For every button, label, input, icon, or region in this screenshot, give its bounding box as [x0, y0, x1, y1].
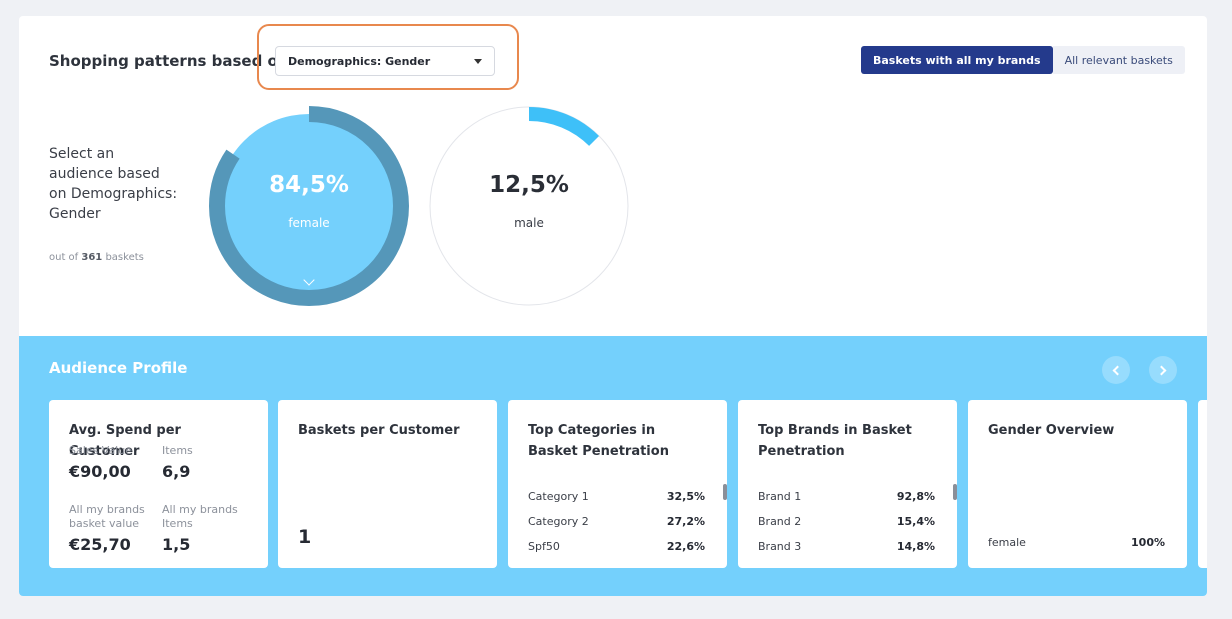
- list-item: Spf50 22,6%: [528, 534, 705, 559]
- basket-count: out of 361 baskets: [49, 252, 144, 263]
- list-item: Category 2 27,2%: [528, 509, 705, 534]
- gender-name: female: [988, 536, 1026, 549]
- segment-female[interactable]: 84,5% female: [209, 106, 409, 306]
- main-panel: Shopping patterns based on Demographics:…: [19, 16, 1207, 596]
- audience-prompt: Select an audience based on Demographics…: [49, 146, 178, 222]
- brand-name: Brand 2: [758, 515, 802, 528]
- brand-value: 14,8%: [896, 540, 935, 553]
- dropdown-highlight: [257, 24, 519, 90]
- female-percentage: 84,5%: [269, 172, 349, 198]
- gender-value: 100%: [1131, 536, 1165, 549]
- card-title: Baskets per Customer: [298, 423, 460, 438]
- sales-value-metric: Sales Value €90,00: [69, 444, 132, 481]
- brand-name: Brand 1: [758, 490, 802, 503]
- category-value: 32,5%: [666, 490, 705, 503]
- carousel-next-button[interactable]: [1149, 356, 1177, 384]
- basket-count-prefix: out of: [49, 252, 79, 263]
- baskets-per-customer-value: 1: [298, 526, 312, 548]
- demographic-select-value: Demographics: Gender: [288, 54, 431, 68]
- card-next-partial: [1198, 400, 1207, 568]
- brands-items-metric: All my brands Items 1,5: [162, 503, 252, 554]
- list-item: Brand 3 14,8%: [758, 534, 935, 559]
- categories-list: Category 1 32,5% Category 2 27,2% Spf50 22,…: [528, 484, 705, 559]
- card-title: Avg. Spend per Customer: [69, 423, 181, 459]
- sales-value-label: Sales Value: [69, 444, 132, 457]
- demographic-select[interactable]: Demographics: Gender: [275, 46, 495, 76]
- male-label: male: [514, 216, 544, 230]
- category-name: Category 1: [528, 490, 589, 503]
- basket-count-suffix: baskets: [105, 252, 144, 263]
- basket-count-value: 361: [81, 252, 103, 263]
- audience-profile-section: Audience Profile Avg. Spend per Customer…: [19, 336, 1207, 596]
- card-baskets-per-customer: Baskets per Customer 1: [278, 400, 497, 568]
- list-item: female 100%: [988, 530, 1165, 555]
- items-label: Items: [162, 444, 193, 457]
- card-title: Gender Overview: [988, 423, 1115, 438]
- category-value: 27,2%: [666, 515, 705, 528]
- category-name: Spf50: [528, 540, 560, 553]
- brands-basket-value-label: All my brands basket value: [69, 503, 145, 530]
- list-item: Brand 2 15,4%: [758, 509, 935, 534]
- segment-male[interactable]: 12,5% male: [429, 106, 629, 306]
- chevron-right-icon: [1156, 365, 1167, 375]
- female-ring-icon: [209, 106, 409, 306]
- all-relevant-baskets-button[interactable]: All relevant baskets: [1052, 46, 1185, 74]
- scrollbar-thumb[interactable]: [723, 484, 727, 500]
- card-title: Top Categories in Basket Penetration: [528, 423, 669, 459]
- gender-list: female 100%: [988, 530, 1165, 555]
- basket-toggle: Baskets with all my brands All relevant …: [861, 46, 1185, 74]
- page-title: Shopping patterns based on: [49, 52, 289, 70]
- sales-value: €90,00: [69, 462, 131, 481]
- card-top-brands: Top Brands in Basket Penetration Brand 1…: [738, 400, 957, 568]
- audience-profile-title: Audience Profile: [49, 359, 188, 377]
- brands-items-label: All my brands Items: [162, 503, 238, 530]
- chevron-left-icon: [1112, 365, 1123, 375]
- carousel-prev-button[interactable]: [1102, 356, 1130, 384]
- brand-value: 15,4%: [896, 515, 935, 528]
- items-value: 6,9: [162, 462, 191, 481]
- brands-basket-value: €25,70: [69, 535, 131, 554]
- card-gender-overview: Gender Overview female 100%: [968, 400, 1187, 568]
- category-value: 22,6%: [666, 540, 705, 553]
- list-item: Category 1 32,5%: [528, 484, 705, 509]
- caret-down-icon: [474, 58, 482, 64]
- brand-value: 92,8%: [896, 490, 935, 503]
- card-title: Top Brands in Basket Penetration: [758, 423, 912, 459]
- scrollbar-thumb[interactable]: [953, 484, 957, 500]
- card-top-categories: Top Categories in Basket Penetration Cat…: [508, 400, 727, 568]
- brands-list: Brand 1 92,8% Brand 2 15,4% Brand 3 14,8%: [758, 484, 935, 559]
- baskets-all-brands-button[interactable]: Baskets with all my brands: [861, 46, 1053, 74]
- brand-name: Brand 3: [758, 540, 802, 553]
- brands-basket-value-metric: All my brands basket value €25,70: [69, 503, 159, 554]
- male-ring-icon: [429, 106, 629, 306]
- items-metric: Items 6,9: [162, 444, 193, 481]
- male-percentage: 12,5%: [489, 172, 569, 198]
- female-label: female: [288, 216, 330, 230]
- card-avg-spend: Avg. Spend per Customer Sales Value €90,…: [49, 400, 268, 568]
- brands-items-value: 1,5: [162, 535, 191, 554]
- category-name: Category 2: [528, 515, 589, 528]
- list-item: Brand 1 92,8%: [758, 484, 935, 509]
